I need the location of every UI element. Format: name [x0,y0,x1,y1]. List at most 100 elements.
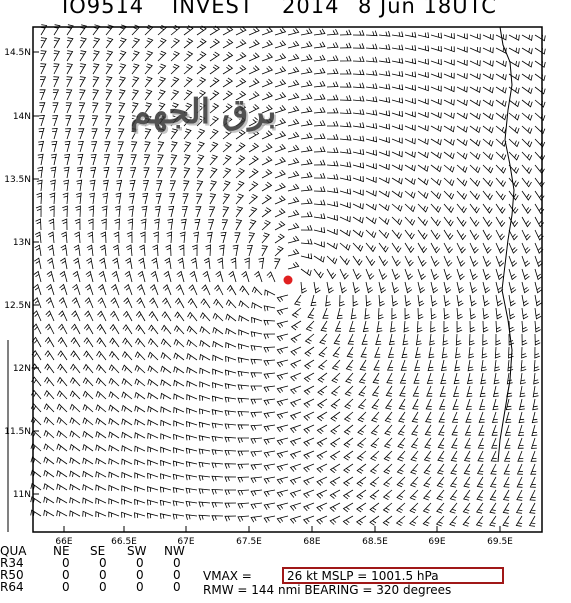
wind-barb [378,281,387,294]
wind-barb [430,59,442,66]
wind-barb [462,515,471,527]
wind-barb [391,124,403,131]
wind-barb [49,205,55,218]
wind-barb [504,437,511,449]
wind-barb [482,190,493,201]
wind-barb [508,268,517,281]
lat-tick-label: 12N [13,364,31,374]
wind-barb [413,372,420,384]
wind-barb [186,353,198,361]
wind-barb [32,310,42,322]
wind-barb [144,102,153,114]
wind-barb [160,419,172,426]
wind-barb [521,99,533,108]
wind-barb [346,346,354,358]
wind-barb [355,515,367,526]
lon-tick-label: 66E [55,537,72,547]
wind-barb [469,294,477,307]
wind-barb [534,255,543,268]
wind-barb [467,359,474,372]
wind-barb [396,476,406,488]
wind-barb [404,31,417,38]
wind-barb [404,281,413,294]
wind-barb [196,77,207,88]
wind-barb [409,476,419,488]
wind-barb [224,463,237,469]
wind-barb [356,476,367,487]
wind-barb [110,297,120,309]
wind-barb [404,255,414,267]
wind-barb [469,307,476,320]
wind-barb [114,205,121,218]
wind-barb [199,353,211,361]
wind-barb [122,324,133,335]
wind-barb [378,97,391,103]
wind-barb [144,154,151,166]
wind-barb [489,476,497,488]
wind-barb [71,297,81,309]
wind-barb [105,63,113,75]
wind-barb [121,471,133,479]
wind-barb [101,205,108,218]
wind-barb [92,50,100,62]
wind-barb [116,179,123,192]
wind-barb [343,437,354,448]
wind-barb [456,151,468,160]
wind-barb [191,244,198,257]
wind-barb [121,458,133,465]
lat-tick-label: 12.5N [4,301,31,311]
wind-barb [60,244,68,257]
wind-barb [187,311,198,322]
wind-barb [97,297,107,309]
wind-barb [412,385,419,397]
wind-barb [126,231,133,244]
wind-barb [211,475,224,482]
wind-barb [352,69,365,76]
wind-barb [235,77,247,88]
wind-barb [96,350,107,361]
wind-barb [534,34,546,42]
wind-barb [504,424,511,436]
wind-barb [209,103,220,114]
wind-barb [326,281,334,294]
wind-barb [531,411,538,424]
wind-barb [397,424,406,436]
wind-barb [224,423,237,430]
wind-barb [491,411,498,423]
wind-barb [230,257,237,270]
wind-barb [469,112,481,120]
wind-barb [95,417,107,426]
wind-barb [428,346,435,359]
wind-barb [131,76,140,88]
wind-barb [326,255,338,265]
wind-barb [276,307,289,316]
wind-barb [134,418,146,426]
wind-barb [352,95,365,102]
wind-barb [121,511,133,518]
wind-barb [186,393,198,401]
wind-barb [291,307,302,318]
wind-barb [113,231,120,244]
wind-barb [440,359,447,372]
wind-barb [316,502,328,512]
wind-barb [162,284,172,296]
wind-barb [495,307,503,320]
wind-barb [134,391,146,400]
wind-barb [378,216,390,225]
wind-barb [160,338,172,348]
wind-barb [534,203,545,215]
wind-barb [503,463,510,475]
wind-barb [66,37,74,49]
wind-barb [495,86,507,94]
wind-barb [417,58,429,65]
wind-barb [313,28,326,36]
wind-barb [44,350,55,361]
wind-barb [276,359,289,368]
wind-barb [378,150,390,157]
wind-barb [534,294,542,307]
wind-barb [274,79,287,88]
wind-barb [147,337,159,348]
wind-barb [469,125,481,134]
wind-barb [391,71,404,77]
wind-barb [430,45,442,52]
